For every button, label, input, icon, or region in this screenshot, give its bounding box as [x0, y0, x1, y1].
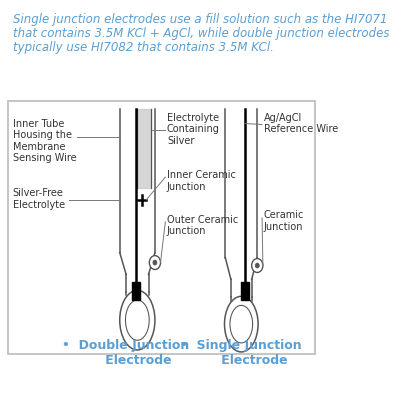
Text: Single junction electrodes use a fill solution such as the HI7071: Single junction electrodes use a fill so… [12, 13, 387, 26]
Text: that contains 3.5M KCl + AgCl, while double junction electrodes: that contains 3.5M KCl + AgCl, while dou… [12, 27, 389, 40]
Ellipse shape [126, 300, 149, 340]
Ellipse shape [224, 296, 258, 352]
Text: Inner Ceramic
Junction: Inner Ceramic Junction [167, 170, 236, 192]
Circle shape [255, 263, 259, 268]
Bar [132, 282, 140, 300]
Circle shape [149, 256, 160, 269]
Text: Ag/AgCl
Reference Wire: Ag/AgCl Reference Wire [264, 113, 338, 134]
Text: Inner Tube
Housing the
Membrane
Sensing Wire: Inner Tube Housing the Membrane Sensing … [12, 119, 76, 163]
Text: •  Single Junction
      Electrode: • Single Junction Electrode [180, 339, 302, 367]
Text: •  Double Junction
      Electrode: • Double Junction Electrode [62, 339, 189, 367]
Bar [8, 101, 315, 354]
Circle shape [153, 260, 157, 265]
Text: Electrolyte
Containing
Silver: Electrolyte Containing Silver [167, 113, 220, 146]
Ellipse shape [230, 305, 253, 343]
Circle shape [252, 259, 263, 273]
Text: Ceramic
Junction: Ceramic Junction [264, 210, 304, 231]
Ellipse shape [120, 290, 155, 350]
Bar [241, 282, 249, 300]
Text: Silver-Free
Electrolyte: Silver-Free Electrolyte [12, 188, 65, 210]
Text: Outer Ceramic
Junction: Outer Ceramic Junction [167, 215, 238, 237]
Text: typically use HI7082 that contains 3.5M KCl.: typically use HI7082 that contains 3.5M … [12, 41, 274, 54]
